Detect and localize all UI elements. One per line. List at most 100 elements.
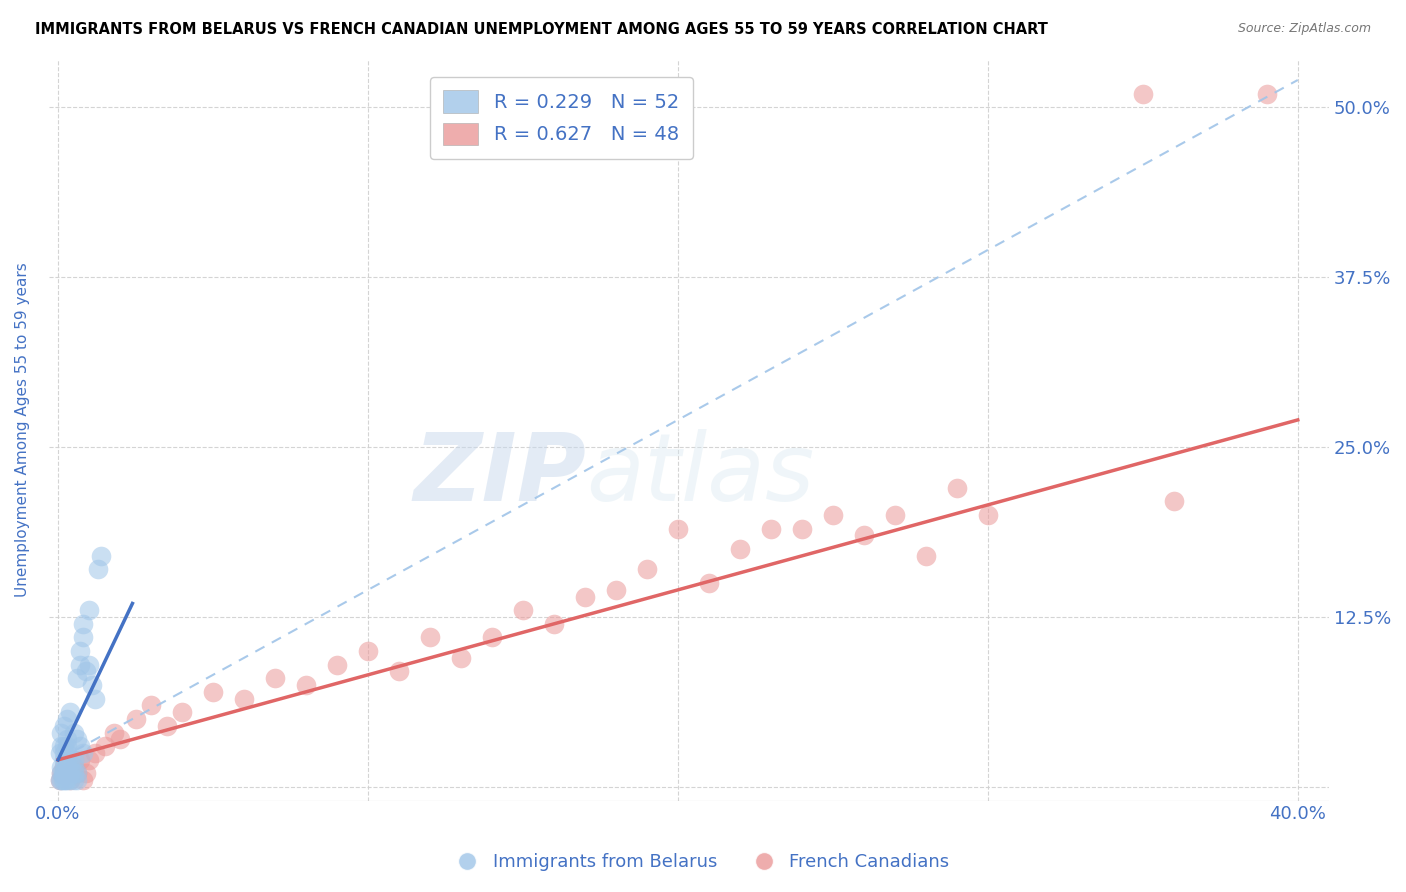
- Point: [72, 746, 94, 760]
- Point: [69, 644, 91, 658]
- Point: [75, 766, 97, 780]
- Point: [56, 766, 79, 780]
- Point: [388, 665, 411, 679]
- Point: [62, 725, 84, 739]
- Point: [481, 631, 503, 645]
- Point: [264, 671, 287, 685]
- Point: [326, 657, 349, 672]
- Point: [53, 746, 76, 760]
- Point: [49, 766, 72, 780]
- Point: [155, 719, 177, 733]
- Point: [48, 773, 70, 788]
- Point: [69, 753, 91, 767]
- Point: [77, 753, 100, 767]
- Point: [49, 766, 72, 780]
- Point: [87, 562, 110, 576]
- Legend: R = 0.229   N = 52, R = 0.627   N = 48: R = 0.229 N = 52, R = 0.627 N = 48: [430, 77, 693, 159]
- Point: [66, 766, 89, 780]
- Point: [59, 759, 82, 773]
- Point: [69, 657, 91, 672]
- Point: [574, 590, 596, 604]
- Point: [62, 773, 84, 788]
- Point: [48, 773, 70, 788]
- Point: [636, 562, 658, 576]
- Point: [59, 766, 82, 780]
- Point: [69, 739, 91, 754]
- Point: [93, 739, 115, 754]
- Point: [103, 725, 125, 739]
- Point: [62, 759, 84, 773]
- Point: [139, 698, 162, 713]
- Point: [53, 773, 76, 788]
- Point: [59, 773, 82, 788]
- Point: [728, 542, 751, 557]
- Point: [53, 759, 76, 773]
- Point: [56, 759, 79, 773]
- Point: [84, 746, 107, 760]
- Point: [62, 753, 84, 767]
- Point: [852, 528, 875, 542]
- Text: ZIP: ZIP: [413, 428, 586, 521]
- Point: [84, 691, 107, 706]
- Point: [66, 732, 89, 747]
- Point: [605, 582, 627, 597]
- Point: [72, 616, 94, 631]
- Point: [1163, 494, 1185, 508]
- Point: [697, 576, 720, 591]
- Point: [53, 753, 76, 767]
- Point: [56, 712, 79, 726]
- Point: [1132, 87, 1154, 101]
- Point: [790, 522, 813, 536]
- Point: [946, 481, 969, 495]
- Point: [55, 773, 77, 788]
- Point: [56, 753, 79, 767]
- Point: [56, 766, 79, 780]
- Point: [450, 651, 472, 665]
- Point: [77, 657, 100, 672]
- Point: [56, 739, 79, 754]
- Point: [666, 522, 689, 536]
- Point: [202, 685, 225, 699]
- Point: [883, 508, 905, 522]
- Point: [53, 759, 76, 773]
- Point: [108, 732, 131, 747]
- Point: [821, 508, 844, 522]
- Point: [512, 603, 534, 617]
- Text: Source: ZipAtlas.com: Source: ZipAtlas.com: [1237, 22, 1371, 36]
- Point: [295, 678, 318, 692]
- Point: [66, 773, 89, 788]
- Point: [59, 773, 82, 788]
- Point: [62, 759, 84, 773]
- Point: [53, 766, 76, 780]
- Point: [52, 766, 75, 780]
- Point: [48, 746, 70, 760]
- Point: [56, 746, 79, 760]
- Point: [543, 616, 565, 631]
- Point: [66, 766, 89, 780]
- Point: [915, 549, 938, 563]
- Point: [56, 732, 79, 747]
- Text: IMMIGRANTS FROM BELARUS VS FRENCH CANADIAN UNEMPLOYMENT AMONG AGES 55 TO 59 YEAR: IMMIGRANTS FROM BELARUS VS FRENCH CANADI…: [35, 22, 1047, 37]
- Point: [59, 753, 82, 767]
- Point: [52, 773, 75, 788]
- Point: [53, 719, 76, 733]
- Text: atlas: atlas: [586, 429, 814, 520]
- Point: [977, 508, 1000, 522]
- Point: [72, 631, 94, 645]
- Point: [90, 549, 112, 563]
- Point: [66, 671, 89, 685]
- Point: [77, 603, 100, 617]
- Legend: Immigrants from Belarus, French Canadians: Immigrants from Belarus, French Canadian…: [450, 847, 956, 879]
- Point: [1256, 87, 1278, 101]
- Point: [75, 665, 97, 679]
- Point: [49, 725, 72, 739]
- Point: [59, 705, 82, 719]
- Point: [357, 644, 380, 658]
- Point: [49, 739, 72, 754]
- Point: [53, 739, 76, 754]
- Y-axis label: Unemployment Among Ages 55 to 59 years: Unemployment Among Ages 55 to 59 years: [15, 263, 30, 598]
- Point: [49, 759, 72, 773]
- Point: [170, 705, 193, 719]
- Point: [49, 773, 72, 788]
- Point: [56, 773, 79, 788]
